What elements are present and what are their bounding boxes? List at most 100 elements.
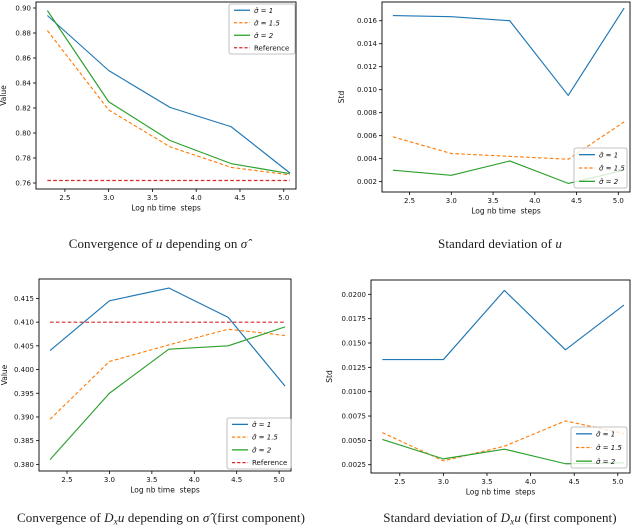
legend-label: σ̂ = 2 [254, 32, 274, 40]
caption-text-part: x [113, 517, 118, 528]
x-axis: 2.5 3.0 3.5 4.0 4.5 5.0 [61, 471, 285, 484]
axes-frame [370, 279, 631, 474]
subplot-std-u: 2.5 3.0 3.5 4.0 4.5 5.0 0.002 0.004 0.006 0.008 0.… [320, 0, 640, 235]
y-tick-label: 0.0175 [342, 315, 367, 323]
series-line-1.5 [382, 420, 625, 462]
caption-convergence-dxu: Convergence of Dxu depending on σ̂ (firs… [0, 510, 322, 527]
series-line-2 [49, 326, 286, 461]
x-tick-label: 3.5 [147, 194, 158, 202]
series-line-1 [49, 287, 286, 387]
y-tick-label: 0.004 [357, 155, 378, 163]
chart-canvas-std-dxu: 2.5 3.0 3.5 4.0 4.5 5.0 0.0025 0.0050 0.0075 0.01… [325, 279, 631, 497]
series-line-1 [382, 289, 625, 361]
y-tick-label: 0.415 [14, 295, 34, 303]
x-axis: 2.5 3.0 3.5 4.0 4.5 5.0 [394, 473, 623, 486]
chart-canvas-std-u: 2.5 3.0 3.5 4.0 4.5 5.00.0020.0040.0060.0080.… [337, 1, 631, 216]
subplot-convergence-u: 2.5 3.0 3.5 4.0 4.5 5.0 0.76 0.78 0.80 0.82 0.84 0.… [0, 0, 320, 235]
x-tick-label: 5.0 [274, 476, 285, 484]
y-axis: 0.76 0.78 0.80 0.82 0.84 0.86 0.88 0.90 [15, 5, 36, 188]
caption-text-part: D [104, 510, 114, 525]
x-tick-label: 5.0 [613, 197, 624, 205]
legend-label: Reference [252, 459, 287, 467]
y-tick-label: 0.90 [15, 5, 31, 13]
y-tick-label: 0.0125 [342, 364, 367, 372]
y-tick-label: 0.400 [14, 366, 34, 374]
y-tick-label: 0.78 [15, 155, 31, 163]
legend-label: σ̂ = 1.5 [599, 165, 625, 173]
x-axis: 2.5 3.0 3.5 4.0 4.5 5.0 [59, 189, 289, 202]
axes-frame [38, 278, 292, 472]
y-tick-label: 0.82 [15, 105, 31, 113]
caption-text-part: x [510, 517, 515, 528]
x-tick-label: 2.5 [61, 476, 72, 484]
axes-frame [381, 1, 631, 193]
legend-label: σ̂ = 2 [596, 458, 616, 466]
caption-text-part: u [555, 236, 562, 251]
caption-text-part: u [117, 510, 125, 525]
x-tick-label: 5.0 [278, 194, 289, 202]
y-axis: 0.0025 0.0050 0.0075 0.0100 0.0125 0.0150 0.01… [342, 291, 371, 469]
y-tick-label: 0.405 [14, 342, 34, 350]
x-axis: 2.5 3.0 3.5 4.0 4.5 5.0 [404, 192, 624, 205]
x-tick-label: 4.0 [191, 194, 202, 202]
caption-text-part: Standard deviation of [383, 510, 501, 525]
y-tick-label: 0.0150 [342, 340, 367, 348]
x-tick-label: 3.0 [104, 476, 115, 484]
x-tick-label: 3.5 [481, 478, 492, 486]
legend-label: σ̂ = 2 [252, 446, 272, 454]
subplot-std-dxu: 2.5 3.0 3.5 4.0 4.5 5.0 0.0025 0.0050 0.0075 0.01… [320, 265, 640, 500]
y-tick-label: 0.0100 [342, 388, 367, 396]
y-tick-label: 0.012 [357, 63, 377, 71]
y-tick-label: 0.008 [357, 109, 377, 117]
legend-label: σ̂ = 1.5 [596, 444, 622, 452]
caption-text-part: Convergence of [68, 236, 156, 251]
x-tick-label: 2.5 [404, 197, 415, 205]
legend-label: σ̂ = 1 [596, 430, 615, 438]
y-tick-label: 0.010 [357, 86, 377, 94]
y-axis: 0.380 0.385 0.390 0.395 0.400 0.405 0.410 0.415 [14, 295, 39, 469]
subplot-convergence-dxu: 2.5 3.0 3.5 4.0 4.5 5.0 0.380 0.385 0.390 0.395 0.… [0, 265, 320, 500]
y-tick-label: 0.014 [357, 40, 378, 48]
legend-label: σ̂ = 1.5 [254, 19, 280, 27]
caption-text-part: Convergence of [16, 510, 105, 525]
y-tick-label: 0.0075 [342, 413, 367, 421]
x-tick-label: 5.0 [612, 478, 623, 486]
chart-canvas-convergence-u: 2.5 3.0 3.5 4.0 4.5 5.00.760.780.800.820.840.… [0, 1, 297, 213]
caption-text-part: (first component) [209, 510, 306, 525]
caption-text-part: σ̂ [240, 236, 248, 251]
legend-label: σ̂ = 1 [252, 421, 271, 429]
legend-label: σ̂ = 1 [599, 151, 618, 159]
series-line-1.5 [49, 328, 286, 420]
caption-std-dxu: Standard deviation of Dxu (first compone… [340, 510, 640, 527]
y-tick-label: 0.380 [14, 461, 34, 469]
x-tick-label: 4.0 [189, 476, 200, 484]
y-tick-label: 0.390 [14, 413, 34, 421]
legend-label: Reference [254, 44, 289, 52]
x-axis-label: Log nb time steps [131, 204, 201, 213]
axes-frame [35, 1, 297, 190]
legend-label: σ̂ = 1.5 [252, 434, 278, 442]
y-axis-label: Std [337, 91, 346, 104]
caption-text-part: σ̂ [202, 510, 210, 525]
series-line-1.5 [392, 121, 625, 160]
series-line-2 [46, 10, 290, 175]
caption-text-part: u [155, 236, 163, 251]
series-line-1 [46, 15, 291, 174]
x-tick-label: 4.5 [231, 476, 242, 484]
x-tick-label: 3.0 [103, 194, 114, 202]
x-tick-label: 3.5 [487, 197, 498, 205]
caption-text-part: depending on [162, 236, 241, 251]
y-axis-label: Value [0, 85, 8, 106]
y-tick-label: 0.0200 [342, 291, 367, 299]
y-tick-label: 0.385 [14, 437, 34, 445]
caption-std-u: Standard deviation of u [340, 236, 640, 252]
caption-text-part: (first component) [521, 510, 617, 525]
series-line-1 [392, 7, 625, 97]
legend: σ̂ = 1 σ̂ = 1.5 σ̂ = 2 [570, 426, 628, 469]
y-tick-label: 0.006 [357, 132, 378, 140]
caption-text-part: u [514, 510, 522, 525]
y-tick-label: 0.80 [15, 130, 31, 138]
y-tick-label: 0.395 [14, 390, 34, 398]
x-tick-label: 3.0 [438, 478, 449, 486]
